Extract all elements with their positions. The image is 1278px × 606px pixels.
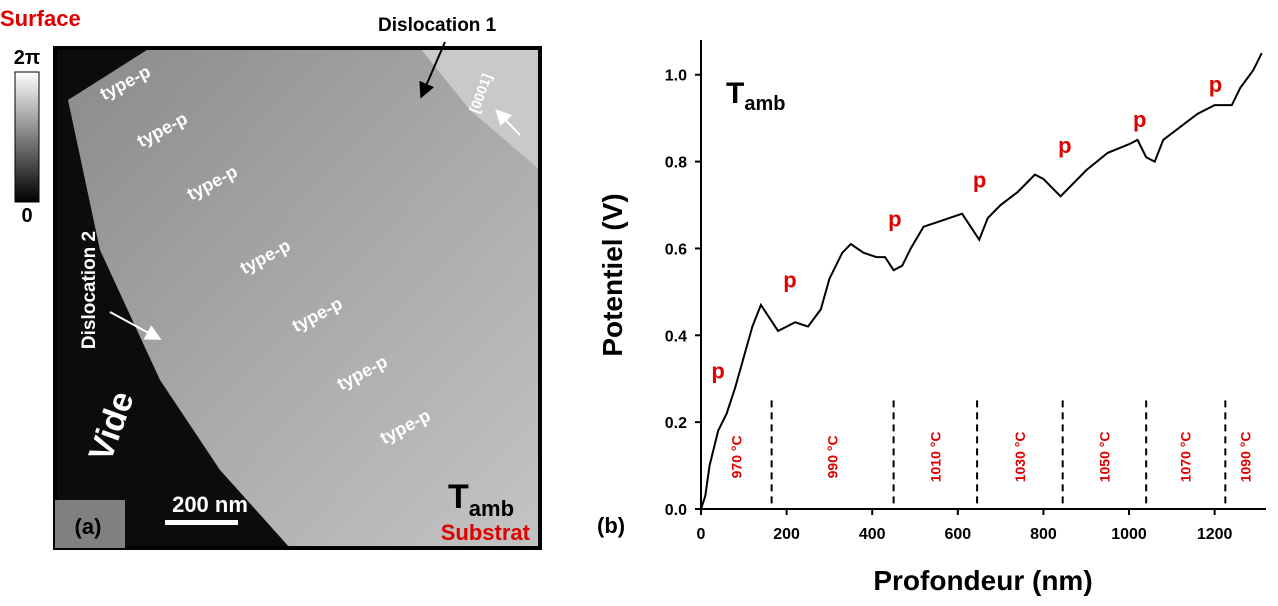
line-chart: (b) Potentiel (V) Profondeur (nm) Tamb 0…	[597, 40, 1266, 596]
temperature-sub: amb	[469, 496, 514, 521]
x-tick-label: 1000	[1111, 526, 1147, 543]
y-axis-title: Potentiel (V)	[597, 193, 628, 356]
chart-title: Tamb	[726, 77, 785, 115]
x-axis-title: Profondeur (nm)	[873, 565, 1092, 596]
colorbar-max: 2π	[14, 47, 40, 69]
scale-bar-label: 200 nm	[172, 492, 248, 517]
title-main: T	[726, 77, 744, 110]
y-tick-label: 0.4	[665, 328, 687, 345]
zone-label: 1010 °C	[927, 432, 943, 483]
zone-label: 970 °C	[728, 435, 744, 478]
y-tick-label: 0.2	[665, 415, 687, 432]
surface-label: Surface	[0, 6, 81, 31]
colorbar	[14, 71, 40, 203]
x-tick-label: 800	[1030, 526, 1057, 543]
substrate-label: Substrat	[441, 520, 531, 545]
panel-label: (b)	[597, 513, 625, 538]
arrow	[109, 311, 162, 340]
image-frame	[53, 46, 542, 550]
temperature: Tamb	[448, 478, 514, 521]
temperature-main: T	[448, 478, 469, 516]
zone-label: 1050 °C	[1096, 432, 1112, 483]
image-panel: Surface 2π 0 Dislocation 1 Dislocation 2…	[0, 6, 542, 550]
x-tick-label: 1200	[1197, 526, 1233, 543]
dislocation-1: Dislocation 1	[378, 15, 497, 36]
scale-bar	[165, 520, 238, 525]
label-box	[55, 500, 125, 548]
annotation: p	[1058, 133, 1071, 158]
annotation: p	[973, 168, 986, 193]
annotation: p	[711, 359, 724, 384]
x-tick-label: 400	[859, 526, 886, 543]
title-sub: amb	[744, 93, 785, 115]
zone-label: 1090 °C	[1238, 432, 1254, 483]
arrow	[419, 41, 446, 99]
dislocation-2: Dislocation 2	[79, 231, 100, 349]
x-tick-label: 0	[697, 526, 706, 543]
y-tick-label: 0.6	[665, 241, 687, 258]
data-line	[700, 52, 1263, 510]
y-tick-label: 0.8	[665, 155, 687, 172]
annotation: p	[888, 207, 901, 232]
y-tick-label: 1.0	[665, 68, 687, 85]
vacuum	[55, 48, 290, 548]
y-tick-label: 0.0	[665, 502, 687, 519]
zone-label: 1030 °C	[1012, 432, 1028, 483]
colorbar-min: 0	[21, 205, 32, 227]
zone-label: 990 °C	[825, 435, 841, 478]
panel-label: (a)	[75, 514, 102, 539]
x-tick-label: 200	[773, 526, 800, 543]
annotation: p	[1209, 72, 1222, 97]
noisy-corner	[420, 48, 540, 170]
x-tick-label: 600	[944, 526, 971, 543]
arrow	[495, 109, 521, 136]
annotation: p	[1133, 107, 1146, 132]
zone-label: 1070 °C	[1178, 432, 1194, 483]
annotation: p	[783, 268, 796, 293]
